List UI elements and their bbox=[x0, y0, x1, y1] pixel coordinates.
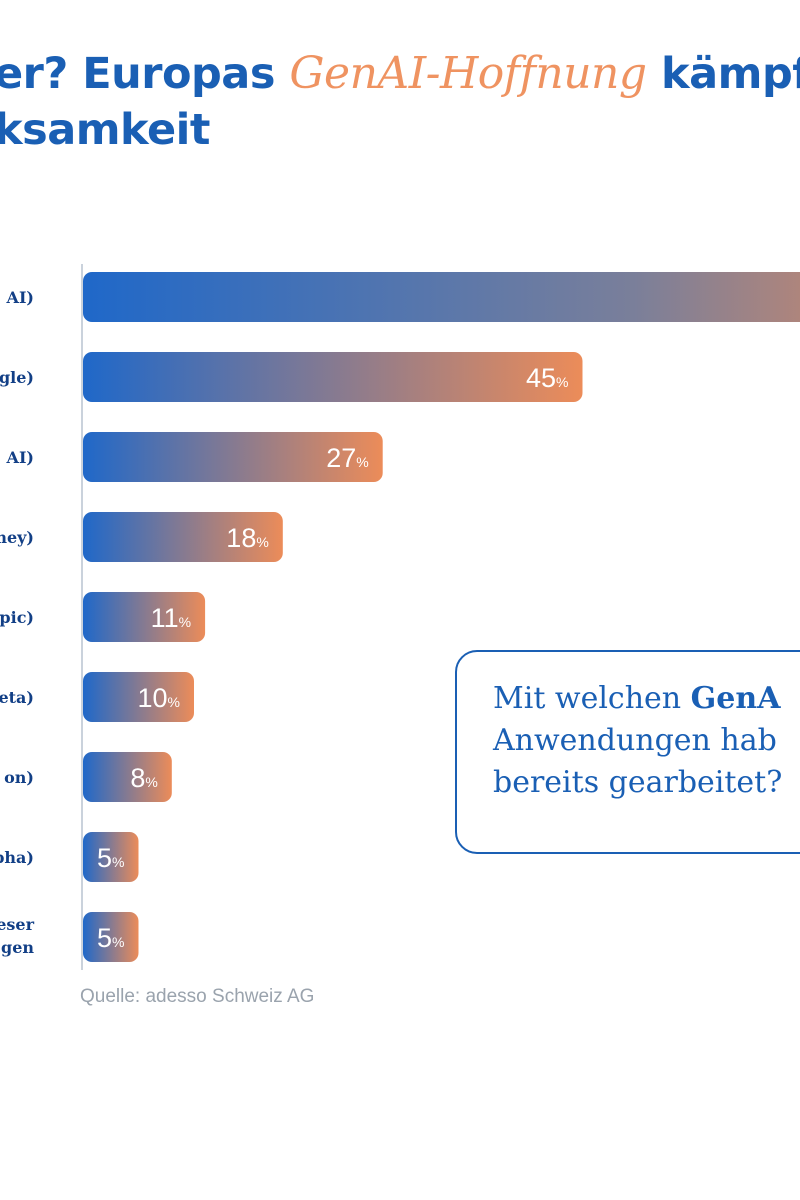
category-label-1: AI) bbox=[6, 288, 34, 307]
title-line-2: ksamkeit bbox=[0, 105, 210, 155]
bar-9 bbox=[83, 912, 139, 962]
value-number-6: 10 bbox=[138, 683, 168, 713]
value-label-3: 27% bbox=[326, 443, 369, 473]
bar-chart: AI) gle) 45% AI) 27% ney) 18% pic) 11% eta) 10% on)… bbox=[0, 264, 800, 970]
value-percent-9: % bbox=[112, 934, 124, 950]
bar-6 bbox=[83, 672, 194, 722]
value-number-5: 11 bbox=[151, 603, 179, 633]
value-label-7: 8% bbox=[130, 763, 157, 793]
question-text: Mit welchen GenA Anwendungen hab bereits… bbox=[493, 678, 800, 804]
title-highlight: GenAI-Hoffnung bbox=[289, 48, 647, 99]
category-label-3: AI) bbox=[6, 448, 34, 467]
bar-4 bbox=[83, 512, 283, 562]
value-number-3: 27 bbox=[326, 443, 356, 473]
question-callout: Mit welchen GenA Anwendungen hab bereits… bbox=[455, 650, 800, 854]
chart-title: er? Europas GenAI-Hoffnung kämpft ksamke… bbox=[0, 46, 800, 158]
question-line-1-prefix: Mit welchen bbox=[493, 681, 691, 716]
category-label-9: eser gen bbox=[0, 915, 35, 957]
value-number-4: 18 bbox=[226, 523, 256, 553]
bar-7 bbox=[83, 752, 172, 802]
value-percent-7: % bbox=[145, 774, 157, 790]
source-note: Quelle: adesso Schweiz AG bbox=[80, 986, 315, 1007]
value-percent-2: % bbox=[556, 374, 568, 390]
value-label-4: 18% bbox=[226, 523, 269, 553]
value-percent-6: % bbox=[168, 694, 180, 710]
bar-5 bbox=[83, 592, 206, 642]
value-number-9: 5 bbox=[97, 923, 112, 953]
category-label-6: eta) bbox=[0, 688, 34, 707]
title-part-2: kämpft bbox=[661, 49, 800, 99]
question-line-1-bold: GenA bbox=[690, 681, 781, 716]
value-label-2: 45% bbox=[526, 363, 569, 393]
value-label-8: 5% bbox=[97, 843, 124, 873]
category-label-9-line-1: eser bbox=[0, 915, 35, 934]
bar-3 bbox=[83, 432, 383, 482]
value-number-8: 5 bbox=[97, 843, 112, 873]
value-percent-8: % bbox=[112, 854, 124, 870]
bar-8 bbox=[83, 832, 139, 882]
bar-1 bbox=[83, 272, 800, 322]
category-label-7: on) bbox=[4, 768, 34, 787]
category-label-5: pic) bbox=[0, 608, 34, 627]
value-label-9: 5% bbox=[97, 923, 124, 953]
category-label-8: pha) bbox=[0, 848, 34, 867]
category-label-9-line-2: gen bbox=[1, 938, 34, 957]
value-percent-3: % bbox=[356, 454, 368, 470]
value-number-7: 8 bbox=[130, 763, 145, 793]
value-label-5: 11% bbox=[151, 603, 191, 633]
question-line-2: Anwendungen hab bbox=[493, 723, 777, 758]
value-number-2: 45 bbox=[526, 363, 556, 393]
category-label-2: gle) bbox=[0, 368, 34, 387]
question-line-3: bereits gearbeitet? bbox=[493, 765, 783, 800]
value-label-6: 10% bbox=[138, 683, 181, 713]
category-label-4: ney) bbox=[0, 528, 34, 547]
value-percent-5: % bbox=[179, 614, 191, 630]
value-percent-4: % bbox=[256, 534, 268, 550]
title-part-1: er? Europas bbox=[0, 49, 290, 99]
bar-2 bbox=[83, 352, 583, 402]
question-line-1: Mit welchen GenA bbox=[493, 681, 780, 716]
